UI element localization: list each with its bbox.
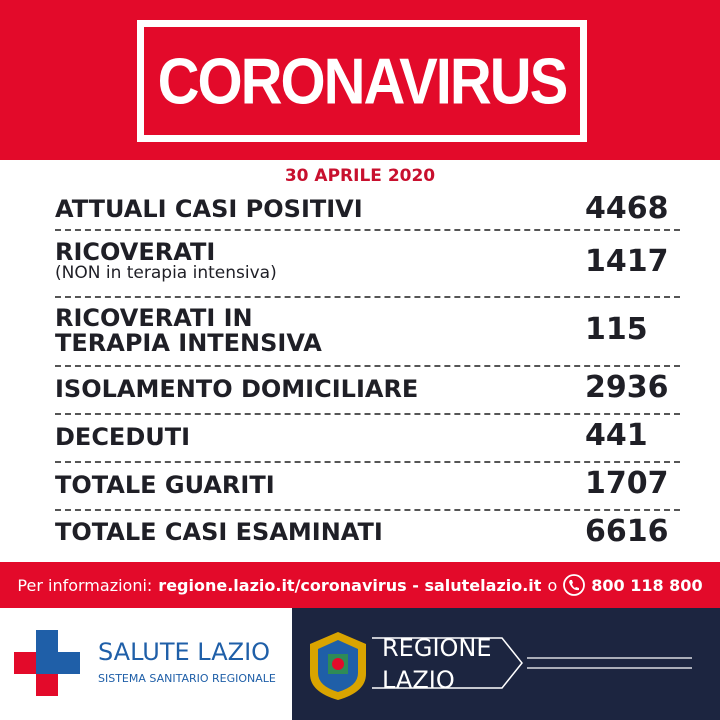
regione-logo-area: REGIONE LAZIO — [292, 608, 720, 720]
row-label: TOTALE CASI ESAMINATI — [55, 518, 383, 546]
info-or: o — [547, 575, 558, 595]
row-value: 115 — [585, 311, 648, 347]
row-separator — [55, 296, 680, 298]
title: CORONAVIRUS — [157, 44, 569, 118]
row-label: RICOVERATI IN — [55, 303, 253, 332]
row-value: 4468 — [585, 190, 669, 226]
regione-lines — [372, 637, 692, 689]
date: 30 APRILE 2020 — [284, 166, 436, 186]
row-separator — [55, 509, 680, 511]
row-separator — [55, 365, 680, 367]
row-label: ATTUALI CASI POSITIVI — [55, 195, 363, 223]
row-value: 441 — [585, 418, 648, 453]
row-separator — [55, 229, 680, 231]
info-phone: 800 118 800 — [591, 575, 703, 595]
info-links: regione.lazio.it/coronavirus - salutelaz… — [158, 575, 542, 595]
info-bar: Per informazioni: regione.lazio.it/coron… — [0, 562, 720, 608]
row-label: DECEDUTI — [55, 422, 191, 451]
row-value: 2936 — [585, 370, 669, 405]
cross-logo — [14, 630, 80, 696]
row-value: 1417 — [585, 243, 669, 279]
row-separator — [55, 413, 680, 415]
row-label: RICOVERATI — [55, 238, 216, 266]
row-value: 1707 — [585, 466, 669, 501]
title-frame — [137, 20, 587, 142]
row-separator — [55, 461, 680, 463]
phone-icon — [563, 574, 586, 596]
row-note: (NON in terapia intensiva) — [55, 263, 277, 283]
regione-line1: REGIONE — [382, 634, 492, 662]
salute-title: SALUTE LAZIO — [98, 638, 271, 666]
row-value: 6616 — [585, 513, 669, 549]
regione-line2: LAZIO — [382, 666, 455, 694]
info-prefix: Per informazioni: — [17, 575, 153, 595]
salute-sub: SISTEMA SANITARIO REGIONALE — [98, 672, 276, 685]
salute-logo-area: SALUTE LAZIO SISTEMA SANITARIO REGIONALE — [0, 608, 292, 720]
row-label: TERAPIA INTENSIVA — [55, 328, 322, 357]
regione-emblem — [310, 632, 366, 700]
row-label: ISOLAMENTO DOMICILIARE — [55, 374, 419, 403]
row-label: TOTALE GUARITI — [55, 470, 275, 499]
